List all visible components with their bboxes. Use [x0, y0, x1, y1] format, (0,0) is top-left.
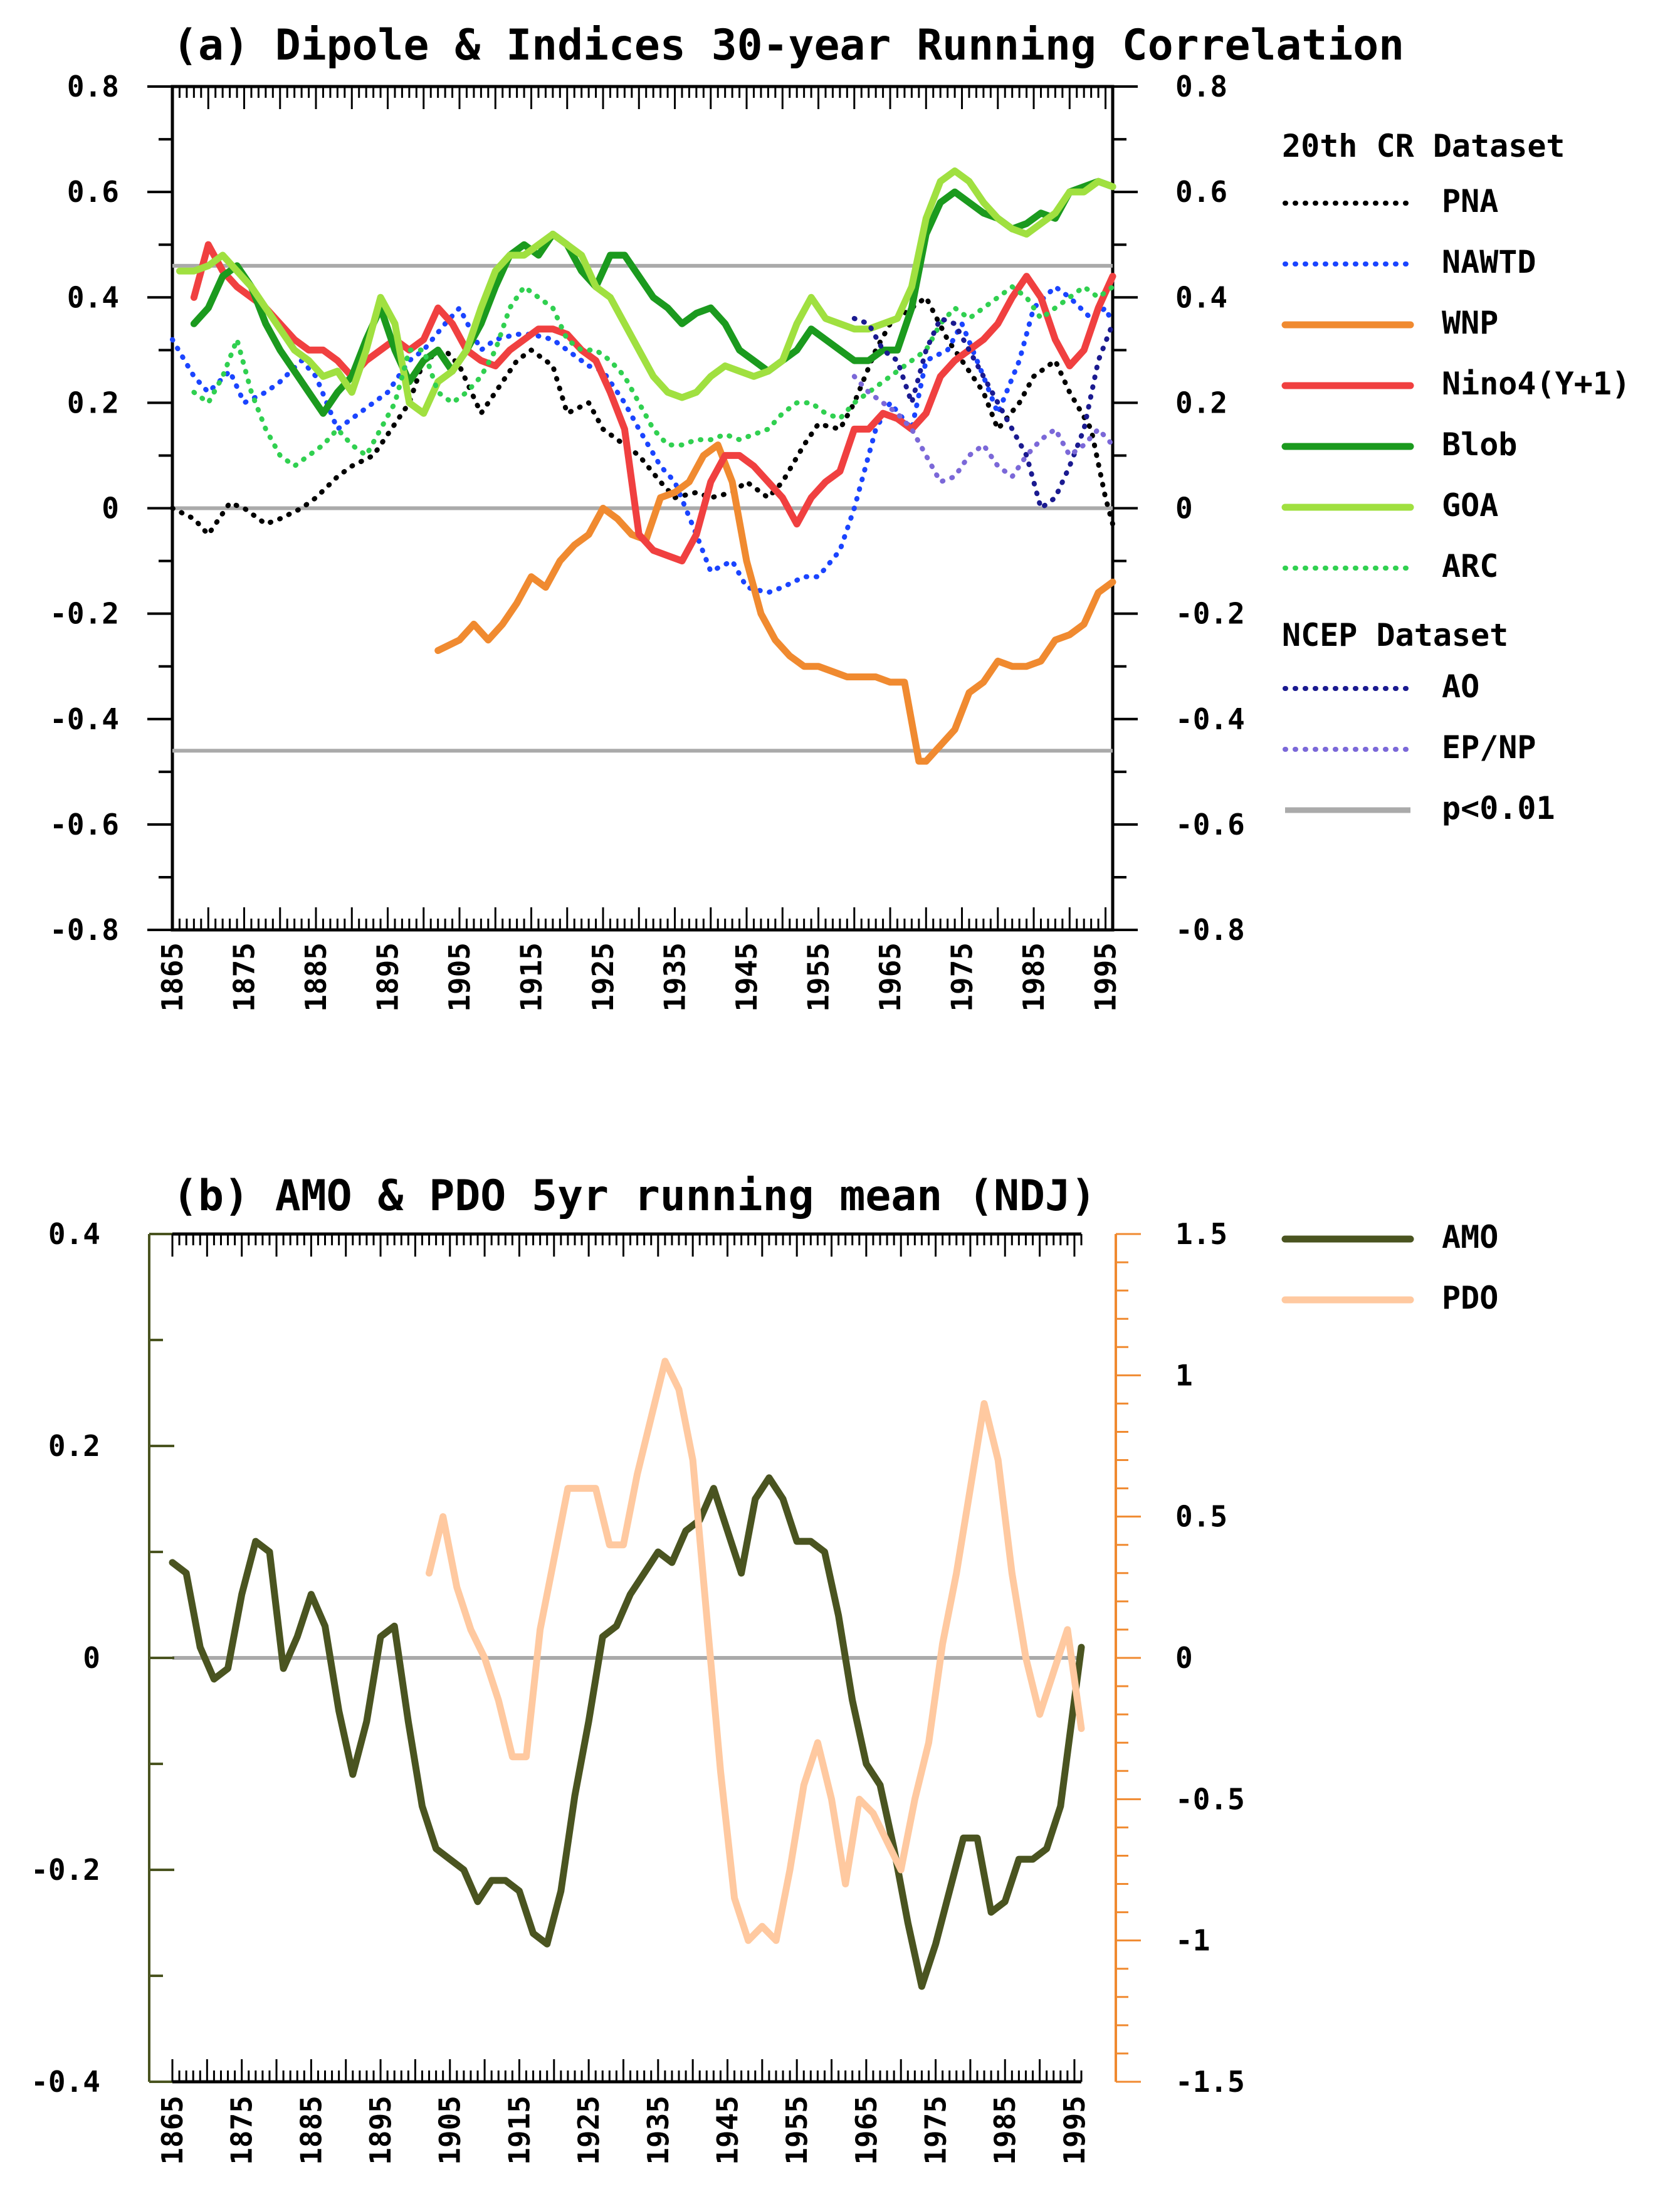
- legend-label-arc: ARC: [1442, 548, 1498, 584]
- x-tick-label: 1905: [443, 942, 476, 1012]
- y-tick-label-left: -0.6: [50, 808, 119, 841]
- series-line-arc: [191, 284, 1115, 469]
- x-tick-label: 1955: [802, 942, 836, 1012]
- y-tick-label-left: 0.2: [67, 386, 119, 419]
- panel-b-series: [169, 1358, 1085, 1990]
- legend-label-ao: AO: [1442, 668, 1479, 705]
- legend-label-goa: GOA: [1442, 487, 1498, 524]
- x-tick-label: 1965: [849, 2096, 883, 2165]
- x-tick-label: 1985: [1017, 942, 1051, 1012]
- y-tick-label-right: 0.2: [1175, 386, 1227, 419]
- x-tick-label: 1965: [873, 942, 907, 1012]
- y-tick-label-right: -0.2: [1175, 597, 1245, 631]
- y-tick-label-right: -1: [1175, 1924, 1210, 1958]
- y-tick-label-right: 0: [1175, 1641, 1193, 1675]
- legend-label-amo: AMO: [1442, 1219, 1498, 1255]
- x-tick-label: 1895: [371, 942, 405, 1012]
- y-tick-label-left: -0.8: [50, 913, 119, 947]
- x-tick-label: 1865: [155, 2096, 189, 2165]
- x-tick-label: 1915: [515, 942, 549, 1012]
- y-tick-label-right: 0.6: [1175, 175, 1227, 209]
- series-line-ao: [851, 315, 1115, 511]
- panel-a-legend: 20th CR Dataset PNA NAWTD WNP Nino4(Y+1) Blob…: [1281, 128, 1630, 826]
- legend-label-nino4: Nino4(Y+1): [1442, 366, 1630, 402]
- y-tick-label-right: -1.5: [1175, 2065, 1245, 2099]
- y-tick-label-right: -0.8: [1175, 913, 1245, 947]
- y-tick-label-left: -0.4: [31, 2065, 100, 2099]
- series-line-epnp: [851, 374, 1115, 485]
- x-tick-label: 1905: [433, 2096, 467, 2165]
- y-tick-label-right: 0: [1175, 492, 1193, 525]
- series-line-wnp: [434, 441, 1116, 765]
- panel-b-title: (b) AMO & PDO 5yr running mean (NDJ): [172, 1171, 1096, 1221]
- x-tick-label: 1885: [294, 2096, 328, 2165]
- y-tick-label-right: 1.5: [1175, 1217, 1227, 1251]
- y-tick-label-left: 0.4: [48, 1217, 100, 1251]
- y-tick-label-right: -0.6: [1175, 808, 1245, 841]
- y-tick-label-right: 0.4: [1175, 280, 1227, 314]
- y-tick-label-left: -0.2: [31, 1853, 100, 1887]
- y-tick-label-right: 0.8: [1175, 70, 1227, 103]
- series-line-goa: [176, 167, 1116, 417]
- panel-a-series: [170, 167, 1116, 765]
- y-tick-label-left: -0.4: [50, 702, 119, 736]
- x-tick-label: 1985: [988, 2096, 1022, 2165]
- legend-header-20cr: 20th CR Dataset: [1282, 128, 1565, 164]
- y-tick-label-right: 0.5: [1175, 1500, 1227, 1534]
- x-tick-label: 1925: [586, 942, 620, 1012]
- panel-b-axes: 0.4 0.2 0 -0.2 -0.4 1.5 1 0.5 0 -0.5 -1 -1.5 1865 187…: [31, 1217, 1245, 2165]
- panel-a-reference-lines: [172, 263, 1113, 753]
- legend-label-epnp: EP/NP: [1442, 729, 1536, 766]
- panel-b-legend: AMO PDO: [1281, 1219, 1498, 1316]
- x-tick-label: 1885: [299, 942, 333, 1012]
- x-tick-label: 1945: [710, 2096, 744, 2165]
- y-tick-label-left: 0.4: [67, 280, 119, 314]
- legend-label-pna: PNA: [1442, 183, 1498, 219]
- x-tick-label: 1995: [1089, 942, 1123, 1012]
- x-tick-label: 1915: [502, 2096, 536, 2165]
- series-line-nawtd: [170, 284, 1115, 595]
- x-tick-label: 1895: [364, 2096, 397, 2165]
- x-tick-label: 1925: [572, 2096, 606, 2165]
- x-tick-label: 1875: [225, 2096, 259, 2165]
- legend-label-pdo: PDO: [1442, 1280, 1498, 1316]
- series-line-nino4: [190, 241, 1116, 565]
- y-tick-label-left: 0.8: [67, 70, 119, 103]
- panel-a: (a) Dipole & Indices 30-year Running Cor…: [50, 21, 1630, 1012]
- legend-label-wnp: WNP: [1442, 305, 1498, 341]
- x-tick-label: 1975: [919, 2096, 953, 2165]
- y-tick-label-left: 0.2: [48, 1429, 100, 1463]
- panel-b: (b) AMO & PDO 5yr running mean (NDJ) 0.4…: [31, 1171, 1498, 2165]
- y-tick-label-right: -0.4: [1175, 702, 1245, 736]
- y-tick-label-right: 1: [1175, 1358, 1193, 1392]
- x-tick-label: 1945: [730, 942, 764, 1012]
- y-tick-label-left: 0: [83, 1641, 100, 1675]
- x-tick-label: 1875: [228, 942, 261, 1012]
- y-tick-label-right: -0.5: [1175, 1782, 1245, 1816]
- y-tick-label-left: -0.2: [50, 597, 119, 631]
- y-tick-label-left: 0.6: [67, 175, 119, 209]
- series-line-amo: [169, 1474, 1085, 1990]
- legend-label-blob: Blob: [1442, 426, 1517, 463]
- y-tick-label-left: 0: [102, 492, 119, 525]
- panel-a-title: (a) Dipole & Indices 30-year Running Cor…: [172, 21, 1404, 70]
- legend-label-nawtd: NAWTD: [1442, 244, 1536, 280]
- x-tick-label: 1955: [780, 2096, 814, 2165]
- x-tick-label: 1935: [658, 942, 692, 1012]
- x-tick-label: 1975: [945, 942, 979, 1012]
- series-line-pna: [170, 295, 1115, 537]
- x-tick-label: 1865: [155, 942, 189, 1012]
- legend-header-ncep: NCEP Dataset: [1282, 617, 1508, 653]
- x-tick-label: 1935: [641, 2096, 675, 2165]
- series-line-pdo: [426, 1358, 1085, 1944]
- panel-a-axes: 0.8 0.6 0.4 0.2 0 -0.2 -0.4 -0.6 -0.8 0.8 0.6 0.4 0.…: [50, 70, 1245, 1012]
- legend-label-significance: p<0.01: [1442, 790, 1555, 826]
- x-tick-label: 1995: [1058, 2096, 1091, 2165]
